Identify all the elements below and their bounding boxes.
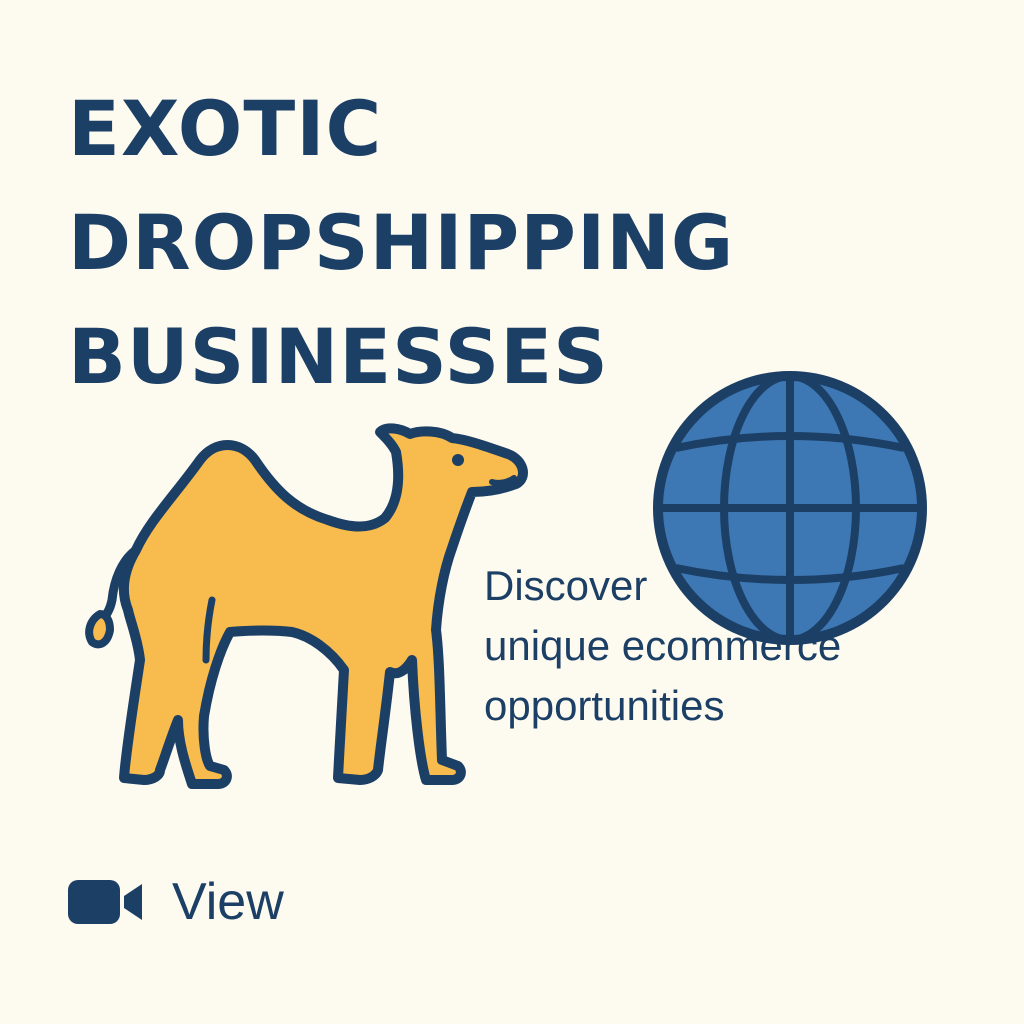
camel-icon bbox=[85, 423, 528, 789]
globe-icon bbox=[653, 371, 927, 645]
title-line: BUSINESSES bbox=[68, 312, 609, 401]
view-label: View bbox=[172, 873, 284, 931]
page-title: EXOTIC DROPSHIPPING BUSINESSES bbox=[68, 72, 734, 414]
tagline-line: opportunities bbox=[484, 682, 725, 729]
title-line: DROPSHIPPING bbox=[68, 198, 735, 287]
tagline: Discover unique ecommerce opportunities bbox=[470, 556, 960, 736]
video-camera-icon bbox=[68, 880, 142, 924]
tagline-line: unique ecommerce bbox=[484, 622, 842, 669]
title-line: EXOTIC bbox=[68, 84, 383, 173]
tagline-line: Discover bbox=[470, 556, 658, 616]
view-button[interactable]: View bbox=[68, 872, 284, 932]
